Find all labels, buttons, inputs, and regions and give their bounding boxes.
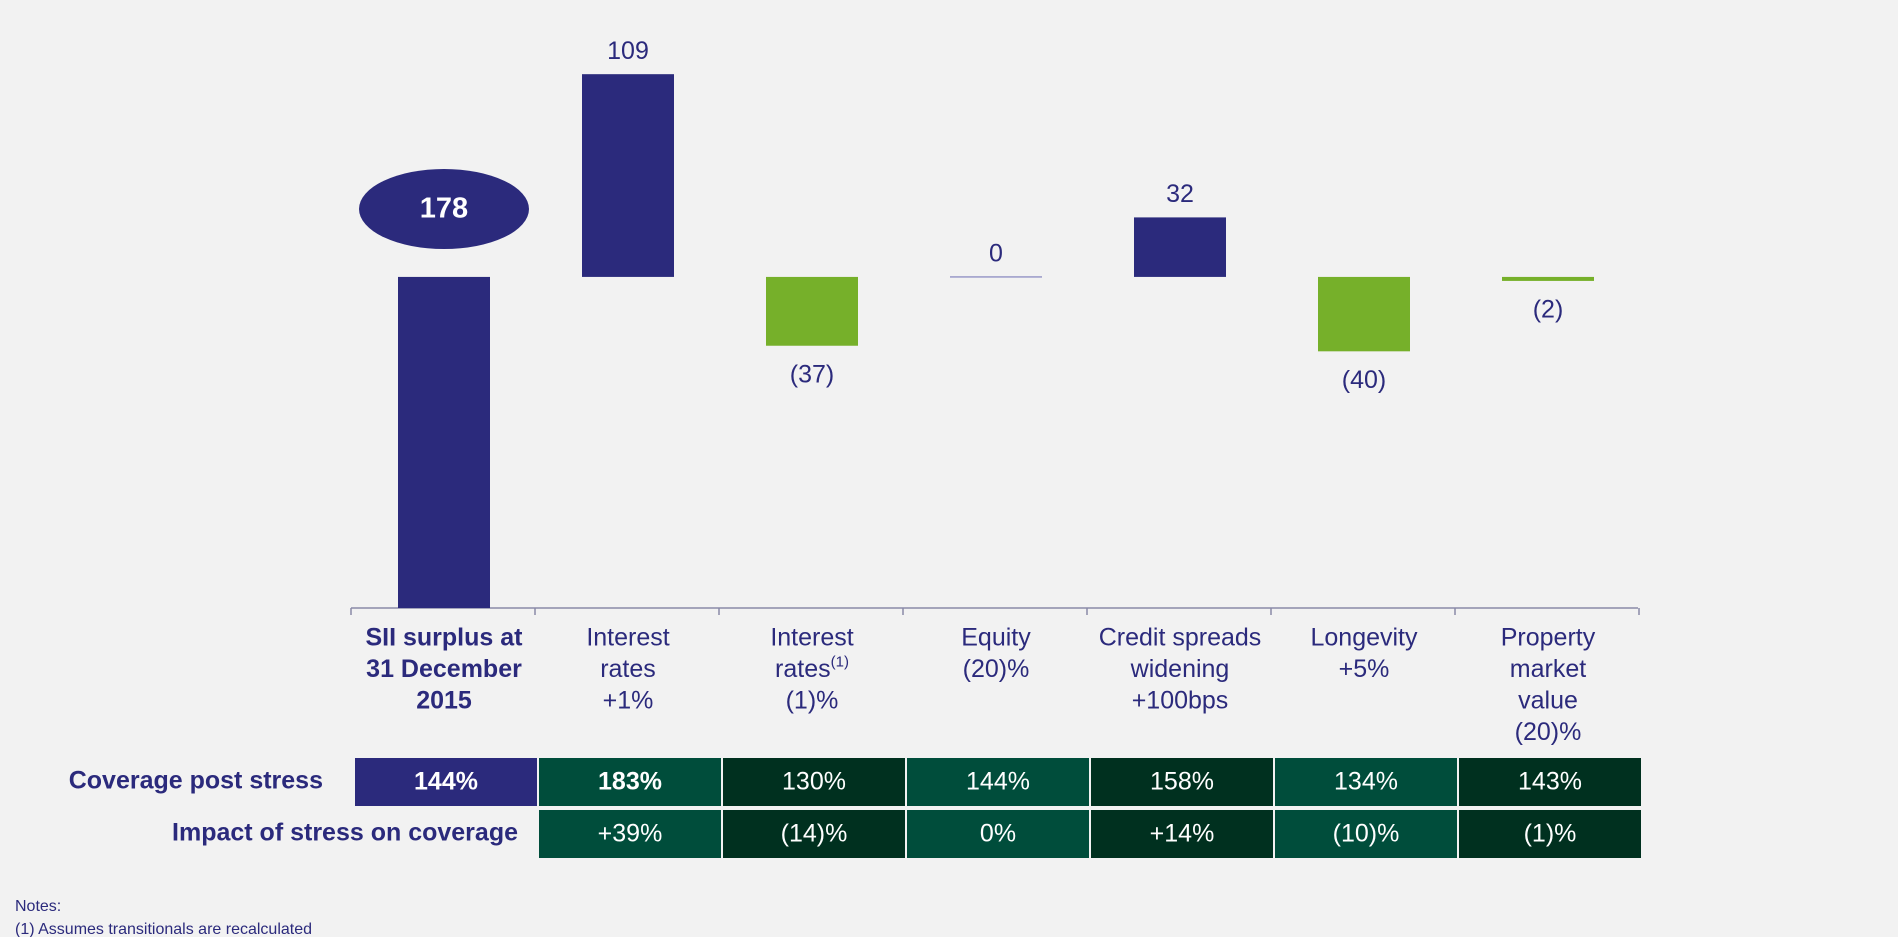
table-value: 158% (1150, 768, 1214, 796)
x-tick-label: value (1518, 687, 1578, 715)
note: Notes: (15, 898, 61, 915)
x-tick-label: Longevity (1310, 624, 1418, 652)
x-tick-label: 31 December (366, 655, 522, 683)
table-cell (1275, 758, 1457, 806)
table-cell (1275, 810, 1457, 858)
x-tick-label: Interest (586, 624, 669, 652)
table-value: 144% (966, 768, 1030, 796)
x-tick-label: market (1510, 655, 1586, 683)
bar (1318, 276, 1410, 352)
x-tick-label: widening (1130, 655, 1230, 683)
table-cell (723, 758, 905, 806)
x-tick-label: Credit spreads (1099, 624, 1262, 652)
table-cell (539, 810, 721, 858)
bar (398, 276, 490, 608)
table-cell (907, 810, 1089, 858)
note: (1) Assumes transitionals are recalculat… (15, 921, 312, 937)
table-value: 183% (598, 768, 662, 796)
table-cell (1091, 810, 1273, 858)
bar (1502, 276, 1594, 281)
table-value: 143% (1518, 768, 1582, 796)
table-value: +39% (598, 820, 663, 848)
row-label: Impact of stress on coverage (172, 819, 518, 847)
total-bubble (359, 169, 529, 249)
x-tick-label: (20)% (1515, 718, 1582, 746)
x-tick-label: SII surplus at (366, 624, 524, 652)
value-label: 0 (989, 240, 1003, 268)
table-value: (10)% (1333, 820, 1400, 848)
table-cell (539, 758, 721, 806)
x-tick-label: +100bps (1132, 687, 1229, 715)
bar (582, 74, 674, 277)
x-tick-label: +5% (1339, 655, 1390, 683)
table-value: +14% (1150, 820, 1215, 848)
x-tick-label: rates (600, 655, 656, 683)
x-tick-label: +1% (603, 687, 654, 715)
x-tick-label: Property (1501, 624, 1596, 652)
value-label: 178 (420, 193, 468, 225)
table-cell (1459, 810, 1641, 858)
table-value: 134% (1334, 768, 1398, 796)
x-tick-label: 2015 (416, 687, 472, 715)
table-value: (1)% (1524, 820, 1577, 848)
table-cell (907, 758, 1089, 806)
value-label: 109 (607, 37, 649, 65)
table-value: (14)% (781, 820, 848, 848)
table-cell (1459, 758, 1641, 806)
table-cell (1091, 758, 1273, 806)
table-value: 130% (782, 768, 846, 796)
footnote-marker: (1) (831, 653, 849, 670)
table-value: 0% (980, 820, 1016, 848)
value-label: (37) (790, 360, 834, 388)
x-tick-label: Interest (770, 624, 853, 652)
x-tick-label: (1)% (786, 687, 839, 715)
x-tick-label: (20)% (963, 655, 1030, 683)
bar (1134, 217, 1226, 277)
table-cell (723, 810, 905, 858)
value-label: (2) (1533, 296, 1564, 324)
row-label: Coverage post stress (69, 767, 323, 795)
table-cell (355, 758, 537, 806)
x-tick-label: Equity (961, 624, 1031, 652)
table-value: 144% (414, 768, 478, 796)
bar (766, 276, 858, 346)
value-label: (40) (1342, 366, 1386, 394)
bar (950, 276, 1042, 278)
value-label: 32 (1166, 180, 1194, 208)
